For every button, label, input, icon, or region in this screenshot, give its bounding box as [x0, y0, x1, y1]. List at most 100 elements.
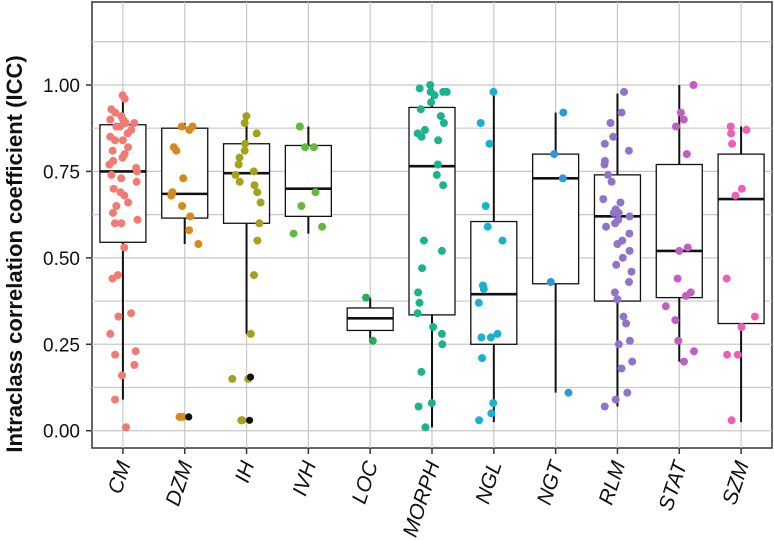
data-point — [105, 160, 114, 169]
data-point — [240, 119, 249, 127]
data-point — [415, 298, 424, 307]
data-point — [619, 312, 628, 321]
data-point — [250, 271, 258, 280]
y-axis-title: Intraclass correlation coefficient (ICC) — [2, 55, 27, 452]
data-point — [177, 122, 186, 131]
data-point — [194, 240, 203, 248]
data-point — [295, 122, 304, 131]
data-point — [172, 146, 181, 155]
data-point — [625, 246, 634, 255]
data-point — [627, 267, 636, 276]
data-point — [483, 222, 492, 231]
data-point — [430, 91, 439, 100]
data-point — [362, 293, 370, 302]
data-point — [318, 222, 327, 231]
data-point — [109, 208, 117, 217]
data-point — [234, 160, 243, 169]
data-point — [415, 84, 424, 93]
data-point — [493, 329, 502, 338]
data-point — [489, 399, 498, 408]
data-point — [498, 236, 507, 245]
box-iqr — [717, 153, 765, 325]
y-tick-label: 0.75 — [43, 162, 80, 183]
data-point — [419, 236, 428, 245]
data-point — [742, 125, 751, 134]
data-point — [486, 333, 495, 342]
data-point — [231, 170, 240, 179]
data-point — [124, 143, 133, 152]
data-point — [420, 125, 429, 134]
data-point — [726, 122, 735, 131]
data-point — [680, 357, 688, 366]
data-point — [133, 215, 142, 224]
data-point — [117, 219, 126, 228]
box-iqr — [284, 144, 333, 218]
data-point — [417, 132, 426, 141]
data-point — [620, 87, 628, 96]
data-point — [673, 274, 682, 283]
box-LOC — [346, 297, 394, 341]
x-tick-label: NGL — [471, 458, 506, 506]
data-point — [737, 323, 746, 331]
data-point — [432, 170, 441, 179]
data-point — [727, 129, 736, 138]
data-point — [614, 340, 623, 349]
data-point — [117, 174, 126, 183]
data-point — [474, 298, 483, 307]
data-point — [118, 153, 127, 162]
x-tick-label: NGT — [533, 456, 569, 507]
y-tick-label: 0.50 — [43, 249, 80, 270]
data-point — [120, 191, 129, 200]
data-point — [478, 354, 487, 363]
data-point — [611, 219, 620, 228]
y-tick-label: 0.25 — [43, 335, 80, 356]
data-point — [485, 139, 494, 148]
data-point — [679, 115, 688, 124]
data-point — [368, 336, 377, 345]
data-point — [683, 243, 692, 252]
data-point — [253, 188, 262, 197]
data-point — [661, 302, 670, 311]
data-point — [558, 174, 567, 183]
data-point — [433, 160, 442, 169]
data-point — [750, 312, 759, 321]
data-point — [246, 329, 255, 338]
data-point — [235, 177, 244, 186]
data-point — [728, 139, 737, 148]
data-point — [723, 350, 732, 359]
box-iqr — [222, 143, 271, 224]
data-point — [110, 219, 119, 228]
data-point — [256, 198, 265, 207]
data-point — [733, 350, 742, 359]
data-point — [414, 288, 423, 297]
box-NGT — [531, 112, 580, 393]
data-point — [600, 160, 609, 169]
point-layer — [105, 81, 759, 432]
data-point — [614, 208, 623, 217]
x-tick-label: SZM — [718, 458, 754, 508]
data-point — [616, 198, 625, 207]
data-point — [238, 416, 247, 425]
data-point — [255, 219, 264, 228]
data-point — [617, 364, 626, 373]
box-iqr — [593, 174, 642, 302]
data-point — [114, 312, 123, 321]
x-tick-label: DZM — [162, 458, 198, 509]
x-tick-label: IH — [231, 458, 260, 486]
data-point — [722, 274, 731, 283]
data-point — [609, 132, 618, 141]
data-point — [311, 188, 320, 197]
data-point — [309, 143, 318, 152]
data-point — [111, 136, 119, 145]
data-point — [108, 146, 117, 155]
data-point — [418, 264, 427, 273]
data-point — [112, 202, 121, 210]
data-point — [178, 202, 187, 210]
data-point — [130, 361, 139, 369]
data-point — [624, 146, 633, 155]
data-point — [127, 309, 136, 318]
data-point — [475, 416, 484, 425]
data-point — [628, 357, 637, 366]
data-point — [610, 288, 619, 297]
box-IH — [222, 116, 271, 334]
